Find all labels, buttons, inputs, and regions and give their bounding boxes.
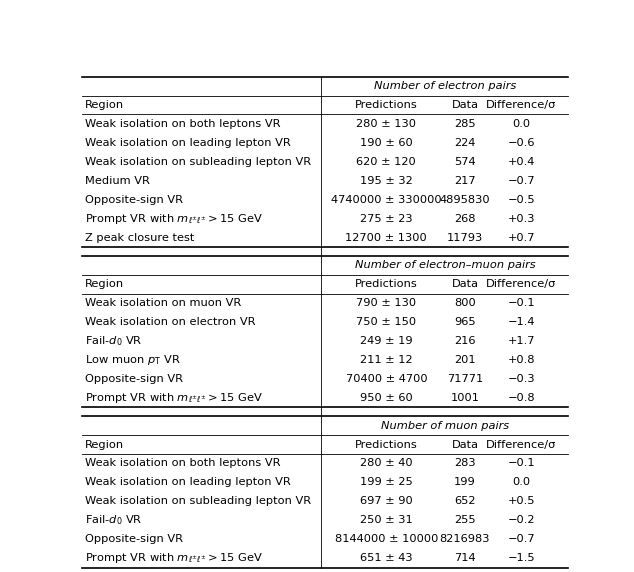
Text: 199: 199 xyxy=(454,478,476,487)
Text: 8216983: 8216983 xyxy=(440,534,490,544)
Text: Opposite-sign VR: Opposite-sign VR xyxy=(85,534,183,544)
Text: 211 ± 12: 211 ± 12 xyxy=(360,355,413,365)
Text: Weak isolation on leading lepton VR: Weak isolation on leading lepton VR xyxy=(85,478,291,487)
Text: 216: 216 xyxy=(454,336,476,346)
Text: −1.5: −1.5 xyxy=(508,553,535,563)
Text: 0.0: 0.0 xyxy=(512,478,531,487)
Text: Weak isolation on subleading lepton VR: Weak isolation on subleading lepton VR xyxy=(85,496,311,506)
Text: 268: 268 xyxy=(454,213,476,224)
Text: +0.7: +0.7 xyxy=(508,233,535,243)
Text: Region: Region xyxy=(85,279,124,289)
Text: +0.4: +0.4 xyxy=(508,157,535,167)
Text: 620 ± 120: 620 ± 120 xyxy=(356,157,416,167)
Text: Low muon $p_{\mathrm{T}}$ VR: Low muon $p_{\mathrm{T}}$ VR xyxy=(85,353,181,367)
Text: 651 ± 43: 651 ± 43 xyxy=(360,553,413,563)
Text: 250 ± 31: 250 ± 31 xyxy=(360,515,413,525)
Text: −0.7: −0.7 xyxy=(508,534,535,544)
Text: Fail-$d_0$ VR: Fail-$d_0$ VR xyxy=(85,514,143,527)
Text: 800: 800 xyxy=(454,298,476,308)
Text: 4740000 ± 330000: 4740000 ± 330000 xyxy=(331,194,442,205)
Text: Weak isolation on subleading lepton VR: Weak isolation on subleading lepton VR xyxy=(85,157,311,167)
Text: 217: 217 xyxy=(454,176,476,186)
Text: Weak isolation on both leptons VR: Weak isolation on both leptons VR xyxy=(85,459,281,468)
Text: 70400 ± 4700: 70400 ± 4700 xyxy=(346,374,427,384)
Text: Data: Data xyxy=(451,100,479,110)
Text: Fail-$d_0$ VR: Fail-$d_0$ VR xyxy=(85,334,143,348)
Text: Opposite-sign VR: Opposite-sign VR xyxy=(85,194,183,205)
Text: Weak isolation on muon VR: Weak isolation on muon VR xyxy=(85,298,242,308)
Text: Prompt VR with $m_{\ell^{\pm}\ell^{\pm}} > 15$ GeV: Prompt VR with $m_{\ell^{\pm}\ell^{\pm}}… xyxy=(85,391,263,405)
Text: Number of electron pairs: Number of electron pairs xyxy=(373,81,516,91)
Text: −0.1: −0.1 xyxy=(508,298,535,308)
Text: Number of electron–muon pairs: Number of electron–muon pairs xyxy=(354,260,535,271)
Text: −0.5: −0.5 xyxy=(508,194,535,205)
Text: Predictions: Predictions xyxy=(355,100,418,110)
Text: 965: 965 xyxy=(454,317,476,327)
Text: 11793: 11793 xyxy=(447,233,483,243)
Text: Data: Data xyxy=(451,279,479,289)
Text: −0.3: −0.3 xyxy=(508,374,535,384)
Text: 195 ± 32: 195 ± 32 xyxy=(360,176,413,186)
Text: Predictions: Predictions xyxy=(355,279,418,289)
Text: +0.5: +0.5 xyxy=(508,496,535,506)
Text: 652: 652 xyxy=(454,496,476,506)
Text: 283: 283 xyxy=(454,459,476,468)
Text: Prompt VR with $m_{\ell^{\pm}\ell^{\pm}} > 15$ GeV: Prompt VR with $m_{\ell^{\pm}\ell^{\pm}}… xyxy=(85,551,263,565)
Text: −0.1: −0.1 xyxy=(508,459,535,468)
Text: 1001: 1001 xyxy=(451,393,479,403)
Text: Region: Region xyxy=(85,439,124,450)
Text: 255: 255 xyxy=(454,515,476,525)
Text: −0.8: −0.8 xyxy=(508,393,535,403)
Text: 574: 574 xyxy=(454,157,476,167)
Text: 697 ± 90: 697 ± 90 xyxy=(360,496,413,506)
Text: Weak isolation on electron VR: Weak isolation on electron VR xyxy=(85,317,256,327)
Text: −1.4: −1.4 xyxy=(508,317,535,327)
Text: 790 ± 130: 790 ± 130 xyxy=(356,298,417,308)
Text: Data: Data xyxy=(451,439,479,450)
Text: Z peak closure test: Z peak closure test xyxy=(85,233,195,243)
Text: −0.2: −0.2 xyxy=(508,515,535,525)
Text: Prompt VR with $m_{\ell^{\pm}\ell^{\pm}} > 15$ GeV: Prompt VR with $m_{\ell^{\pm}\ell^{\pm}}… xyxy=(85,212,263,225)
Text: 4895830: 4895830 xyxy=(439,194,490,205)
Text: +0.8: +0.8 xyxy=(508,355,535,365)
Text: 12700 ± 1300: 12700 ± 1300 xyxy=(346,233,427,243)
Text: 201: 201 xyxy=(454,355,476,365)
Text: Medium VR: Medium VR xyxy=(85,176,150,186)
Text: 950 ± 60: 950 ± 60 xyxy=(360,393,413,403)
Text: 280 ± 40: 280 ± 40 xyxy=(360,459,413,468)
Text: 0.0: 0.0 xyxy=(512,119,531,129)
Text: 224: 224 xyxy=(455,138,476,148)
Text: Predictions: Predictions xyxy=(355,439,418,450)
Text: 275 ± 23: 275 ± 23 xyxy=(360,213,413,224)
Text: 714: 714 xyxy=(454,553,476,563)
Text: 190 ± 60: 190 ± 60 xyxy=(360,138,413,148)
Text: Weak isolation on both leptons VR: Weak isolation on both leptons VR xyxy=(85,119,281,129)
Text: 199 ± 25: 199 ± 25 xyxy=(360,478,413,487)
Text: 71771: 71771 xyxy=(447,374,483,384)
Text: +0.3: +0.3 xyxy=(508,213,535,224)
Text: 8144000 ± 10000: 8144000 ± 10000 xyxy=(335,534,438,544)
Text: −0.7: −0.7 xyxy=(508,176,535,186)
Text: 249 ± 19: 249 ± 19 xyxy=(360,336,413,346)
Text: Difference/σ: Difference/σ xyxy=(486,279,557,289)
Text: Difference/σ: Difference/σ xyxy=(486,100,557,110)
Text: 280 ± 130: 280 ± 130 xyxy=(356,119,417,129)
Text: 750 ± 150: 750 ± 150 xyxy=(356,317,417,327)
Text: 285: 285 xyxy=(454,119,476,129)
Text: Region: Region xyxy=(85,100,124,110)
Text: Difference/σ: Difference/σ xyxy=(486,439,557,450)
Text: +1.7: +1.7 xyxy=(508,336,535,346)
Text: Opposite-sign VR: Opposite-sign VR xyxy=(85,374,183,384)
Text: Number of muon pairs: Number of muon pairs xyxy=(381,420,509,431)
Text: −0.6: −0.6 xyxy=(508,138,535,148)
Text: Weak isolation on leading lepton VR: Weak isolation on leading lepton VR xyxy=(85,138,291,148)
